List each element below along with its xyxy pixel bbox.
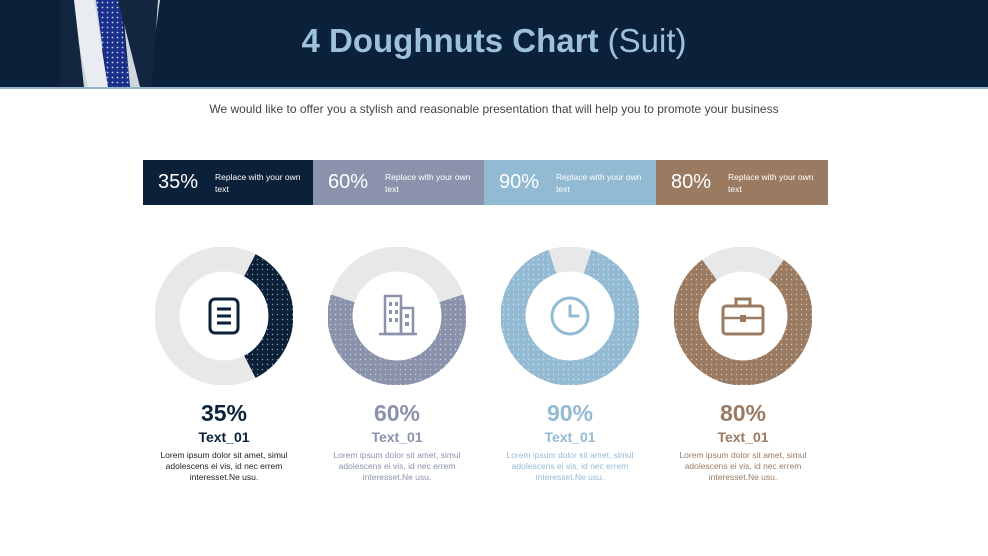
doughnut-chart-1 — [155, 247, 293, 385]
stat-body: Lorem ipsum dolor sit amet, simul adoles… — [333, 450, 461, 482]
stat-block-2: 60% Text_01 Lorem ipsum dolor sit amet, … — [317, 400, 477, 483]
percent-band-4: 80% Replace with your own text — [656, 160, 828, 205]
donut-value-arc — [328, 294, 466, 385]
subtitle: We would like to offer you a stylish and… — [209, 102, 779, 116]
doughnut-chart-4 — [674, 247, 812, 385]
doughnut-chart-3 — [501, 247, 639, 385]
stat-value: 60% — [373, 400, 421, 426]
band-percent: 80% — [671, 171, 712, 193]
briefcase-icon — [721, 297, 765, 336]
percent-band-1: 35% Replace with your own text — [143, 160, 313, 205]
band-text: Replace with your own text — [385, 171, 471, 194]
band-percent: 35% — [158, 171, 199, 193]
stat-value: 35% — [200, 400, 248, 426]
band-percent: 60% — [328, 171, 369, 193]
page-title: 4 Doughnuts Chart (Suit) — [0, 22, 988, 60]
stat-label: Text_01 — [717, 429, 769, 445]
stat-value: 80% — [719, 400, 767, 426]
band-text: Replace with your own text — [728, 171, 814, 194]
stat-label: Text_01 — [371, 429, 423, 445]
donut-value-arc — [674, 259, 812, 385]
stat-label: Text_01 — [544, 429, 596, 445]
stat-body: Lorem ipsum dolor sit amet, simul adoles… — [506, 450, 634, 482]
stat-block-1: 35% Text_01 Lorem ipsum dolor sit amet, … — [144, 400, 304, 483]
suit-tie-image — [60, 0, 160, 87]
percent-band-2: 60% Replace with your own text — [313, 160, 484, 205]
band-percent: 90% — [499, 171, 540, 193]
stat-label: Text_01 — [198, 429, 250, 445]
stat-block-4: 80% Text_01 Lorem ipsum dolor sit amet, … — [663, 400, 823, 483]
stat-body: Lorem ipsum dolor sit amet, simul adoles… — [160, 450, 288, 482]
title-suffix: (Suit) — [607, 22, 687, 59]
title-main: 4 Doughnuts Chart — [301, 22, 599, 59]
building-icon — [379, 294, 417, 336]
band-text: Replace with your own text — [556, 171, 642, 194]
header-banner: 4 Doughnuts Chart (Suit) — [0, 0, 988, 87]
stat-block-3: 90% Text_01 Lorem ipsum dolor sit amet, … — [490, 400, 650, 483]
band-text: Replace with your own text — [215, 171, 301, 194]
donut-value-arc — [501, 249, 639, 385]
stat-body: Lorem ipsum dolor sit amet, simul adoles… — [679, 450, 807, 482]
doughnut-chart-2 — [328, 247, 466, 385]
stat-value: 90% — [546, 400, 594, 426]
percent-band-3: 90% Replace with your own text — [484, 160, 656, 205]
donut-value-arc — [243, 254, 293, 378]
clock-icon — [550, 296, 590, 336]
document-list-icon — [208, 297, 240, 335]
header-divider — [0, 87, 988, 89]
